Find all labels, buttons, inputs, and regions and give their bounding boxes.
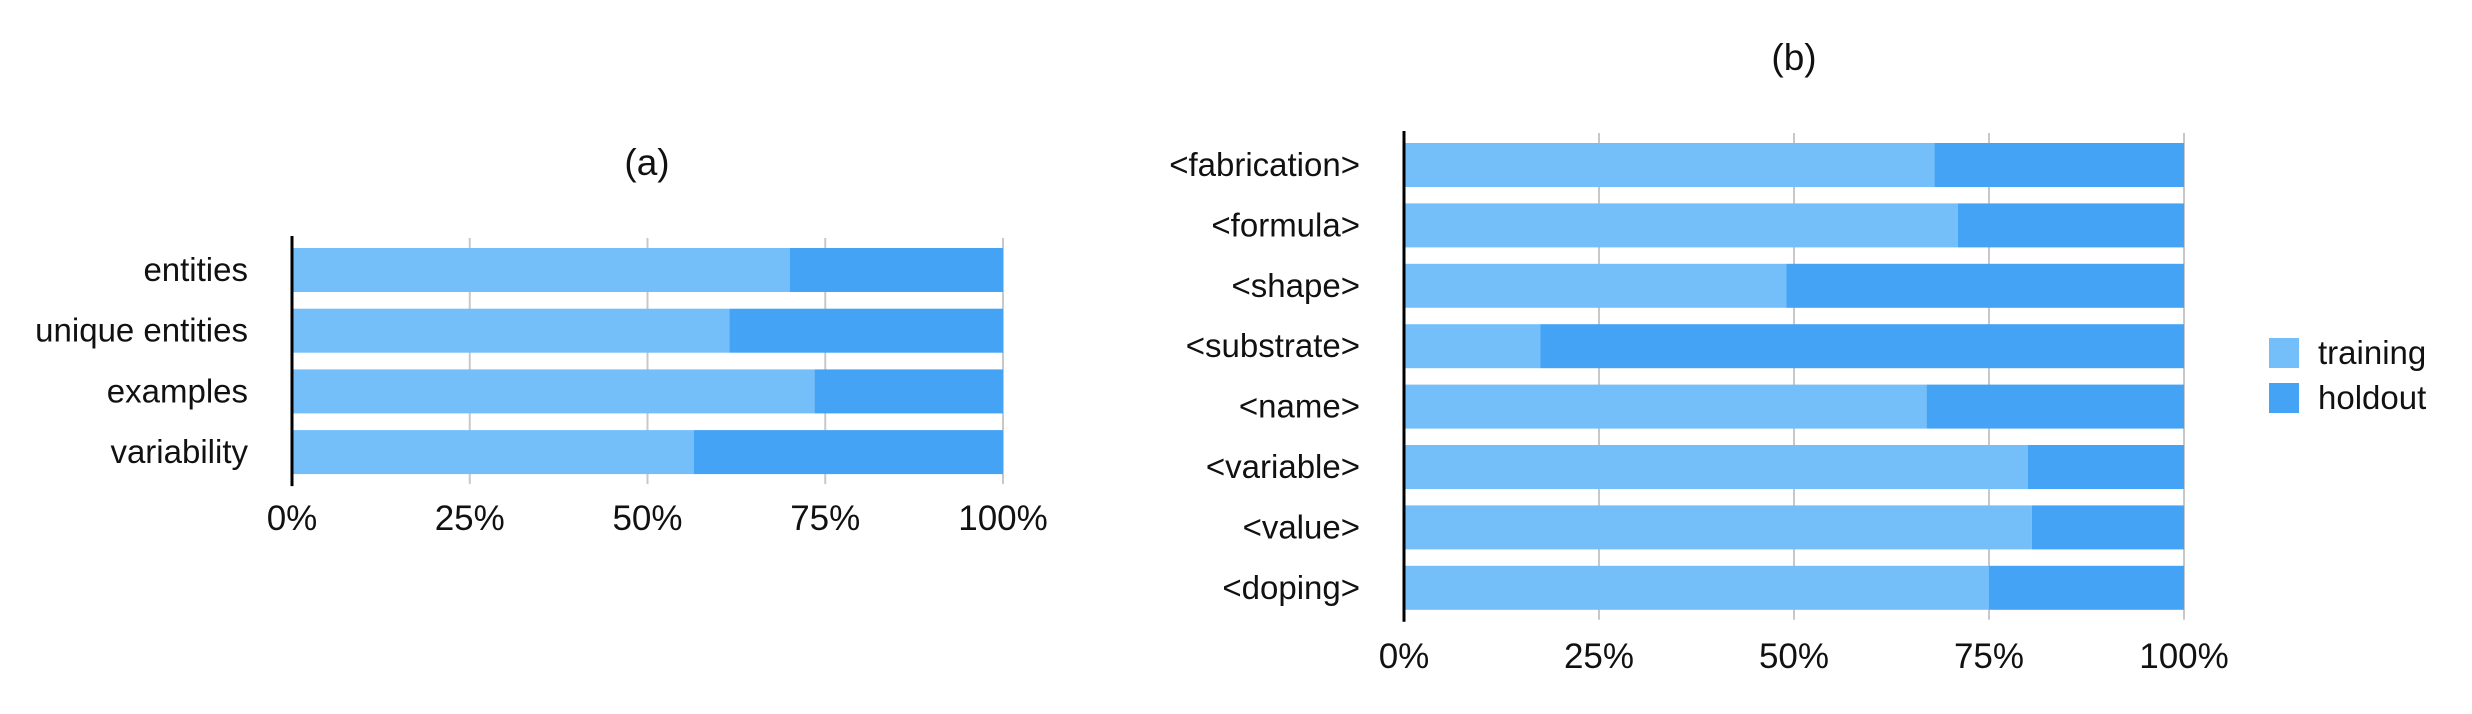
bar-holdout (729, 308, 1003, 353)
x-tick-label: 25% (435, 499, 505, 538)
x-tick-label: 25% (1564, 637, 1634, 676)
category-label: <doping> (1222, 569, 1360, 606)
x-tick-label: 75% (1954, 637, 2024, 676)
bar-training (1404, 565, 1989, 610)
chart-a: (a) 0% 25% 50% 75% 100% entities unique entitie… (35, 142, 1048, 538)
legend: training holdout (2269, 334, 2426, 416)
legend-label: training (2318, 334, 2426, 371)
chart-b: (b) 0% 25% 50% 75% 100% <fabrication> <formula>… (1169, 37, 2229, 676)
category-label: entities (143, 251, 248, 288)
bar-training (1404, 143, 1935, 187)
category-label: <value> (1243, 508, 1360, 545)
bar-training (1404, 263, 1787, 308)
bar-training (292, 430, 694, 475)
bar-training (292, 308, 730, 353)
x-tick-label: 100% (958, 499, 1048, 538)
bar-holdout (1957, 203, 2184, 248)
category-label: <name> (1239, 388, 1360, 425)
legend-label: holdout (2318, 379, 2426, 416)
bar-training (1404, 505, 2032, 550)
legend-swatch-training (2269, 338, 2299, 368)
category-label: <formula> (1211, 206, 1360, 243)
x-tick-label: 75% (790, 499, 860, 538)
bar-training (1404, 324, 1541, 369)
bar-holdout (1926, 384, 2184, 429)
bar-training (292, 369, 815, 414)
bar-holdout (693, 430, 1003, 475)
bar-holdout (1786, 263, 2184, 308)
category-label: <substrate> (1186, 327, 1360, 364)
category-label: variability (110, 433, 248, 470)
category-label: <fabrication> (1169, 146, 1360, 183)
bar-training (292, 248, 790, 292)
x-tick-label: 50% (1759, 637, 1829, 676)
bar-holdout (2028, 445, 2184, 489)
chart-title: (a) (624, 142, 669, 183)
bar-holdout (1540, 324, 2184, 369)
category-label: <variable> (1206, 448, 1360, 485)
legend-swatch-holdout (2269, 383, 2299, 413)
bar-training (1404, 203, 1958, 248)
bar-training (1404, 384, 1927, 429)
chart-title: (b) (1771, 37, 1816, 78)
bar-holdout (1989, 565, 2184, 610)
category-label: <shape> (1232, 267, 1360, 304)
bar-holdout (1934, 143, 2184, 187)
bar-holdout (2031, 505, 2184, 550)
category-label: examples (107, 372, 248, 409)
x-tick-label: 0% (267, 499, 318, 538)
bar-training (1404, 445, 2028, 489)
category-label: unique entities (35, 312, 248, 349)
bar-holdout (789, 248, 1003, 292)
x-tick-label: 50% (612, 499, 682, 538)
bar-holdout (814, 369, 1003, 414)
x-tick-label: 0% (1379, 637, 1430, 676)
x-tick-label: 100% (2139, 637, 2229, 676)
